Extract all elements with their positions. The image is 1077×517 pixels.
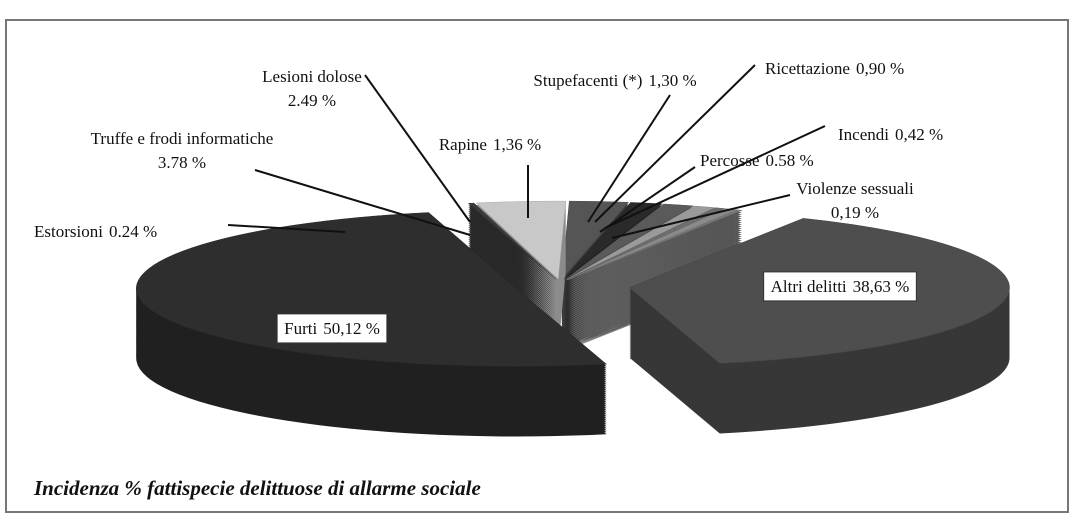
slice-side [568,237,742,308]
slice-side [568,219,742,290]
slice-side [468,219,556,296]
slice-side [568,233,742,304]
chart-title: Incidenza % fattispecie delittuose di al… [33,476,481,500]
value-label: 1,36 % [493,135,541,154]
pie [136,200,1010,437]
slice-side [468,209,556,286]
leader-line [599,166,696,233]
slice [467,202,557,280]
slice-label: Lesioni dolose 2.49 % [262,67,362,110]
slice [561,200,629,280]
slice [566,205,716,280]
category-name: Estorsioni [34,222,103,241]
slice-label: Furti 50,12 % [284,319,380,338]
leader-line [364,74,471,223]
slice-side [468,205,556,282]
slice-side [568,241,742,312]
category-name: Ricettazione [765,59,850,78]
category-name: Truffe e frodi informatiche [91,129,274,148]
labels: Stupefacenti (*) 1,30 % Ricettazione 0,90 %… [34,59,943,344]
slice-side [468,231,556,308]
leader-line [594,64,756,223]
slice-side [568,217,742,288]
slice [563,202,663,280]
slice-side [568,227,742,298]
leader-line [611,194,791,239]
slice [475,200,567,280]
slice [565,203,695,280]
slice-side [468,215,556,292]
category-name: Lesioni dolose [262,67,362,86]
category-name: Rapine [439,135,487,154]
leader-line [604,125,826,229]
slice-side [568,231,742,302]
slice-side [468,235,556,312]
slice-side [568,215,742,286]
label-box [763,271,917,302]
slice-label: Rapine 1,36 % [439,135,541,154]
slice-side [468,213,556,290]
slice [568,209,742,280]
value-label: 50,12 % [323,319,380,338]
slice-side [468,241,556,318]
slice-side [468,225,556,302]
slice-side [468,207,556,284]
slice [567,207,726,280]
value-label: 0.24 % [109,222,157,241]
slice-side [568,239,742,310]
slice-side [468,239,556,316]
slice-side [468,227,556,304]
value-label: 0,19 % [831,203,879,222]
category-name: Percosse [700,151,759,170]
slice-side [468,237,556,314]
slice-side [468,243,556,320]
slice-side [468,233,556,310]
category-name: Incendi [838,125,889,144]
slice-side [468,211,556,288]
value-label: 2.49 % [288,91,336,110]
slice-label: Stupefacenti (*) 1,30 % [533,71,696,90]
slice-side [468,229,556,306]
slice [136,212,608,367]
leader-line [227,224,346,233]
slice-side [568,223,742,294]
slice-side [568,213,742,284]
slice-side [568,211,742,282]
category-name: Violenze sessuali [796,179,914,198]
slice-side [468,221,556,298]
category-name: Altri delitti [771,277,847,296]
slice-label: Truffe e frodi informatiche 3.78 % [91,129,274,172]
slice-label: Violenze sessuali 0,19 % [796,179,914,222]
slice-side [568,221,742,292]
slice-side [568,235,742,306]
slice-side [468,223,556,300]
slice-side [468,245,556,322]
leader-line [254,169,471,236]
value-label: 0,42 % [895,125,943,144]
slice-label: Percosse 0.58 % [700,151,814,170]
category-name: Furti [284,319,317,338]
slice-side [468,217,556,294]
value-label: 3.78 % [158,153,206,172]
slice-side [568,229,742,300]
slice-side [568,225,742,296]
category-name: Stupefacenti (*) [533,71,642,90]
value-label: 0,90 % [856,59,904,78]
slice-label: Ricettazione 0,90 % [765,59,904,78]
label-box [276,313,388,344]
slice-label: Estorsioni 0.24 % [34,222,157,241]
value-label: 0.58 % [765,151,813,170]
value-label: 1,30 % [648,71,696,90]
value-label: 38,63 % [853,277,910,296]
leader-line [587,94,671,223]
slice-label: Altri delitti 38,63 % [771,277,910,296]
slice-label: Incendi 0,42 % [838,125,943,144]
